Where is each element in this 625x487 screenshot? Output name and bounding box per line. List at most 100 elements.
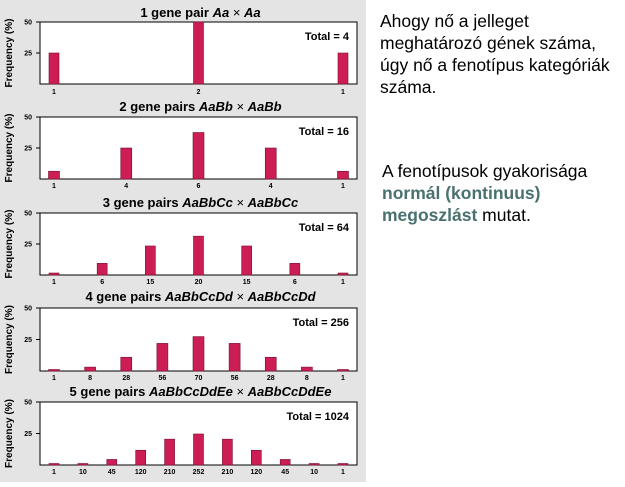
bar	[337, 170, 349, 180]
cross-left: AaBbCcDd	[164, 289, 234, 304]
chart-panel-4: 4 gene pairs AaBbCcDd × AaBbCcDd Total = …	[4, 289, 358, 382]
bar	[192, 132, 205, 180]
chart-title: 1 gene pair Aa × Aa	[140, 5, 260, 20]
bar	[96, 263, 108, 276]
bar	[337, 272, 349, 276]
x-tick-label: 6	[293, 279, 297, 286]
bar	[241, 245, 252, 276]
bar	[48, 463, 60, 466]
chart-panel-2: 2 gene pairs AaBb × AaBb Total = 16 Freque…	[4, 99, 358, 190]
chart-panel-5: 5 gene pairs AaBbCcDdEe × AaBbCcDdEe Tota…	[4, 384, 358, 476]
chart-title: 2 gene pairs AaBb × AaBb	[119, 99, 281, 114]
x-tick-label: 45	[108, 469, 116, 476]
cross-left: AaBb	[198, 99, 233, 114]
total-label: Total = 1024	[287, 411, 350, 423]
x-tick-label: 15	[243, 279, 251, 286]
total-label: Total = 64	[299, 222, 350, 234]
y-axis-label: Frequency (%)	[4, 399, 15, 468]
bar	[289, 263, 301, 276]
bar	[120, 356, 133, 372]
bar	[279, 459, 291, 466]
bar	[156, 343, 169, 372]
cross-symbol: ×	[229, 5, 244, 20]
x-tick-label: 1	[341, 89, 345, 96]
bar	[120, 147, 133, 180]
x-tick-label: 56	[158, 375, 166, 382]
text-block-2-before: A fenotípusok gyakorisága	[382, 161, 588, 181]
bar	[193, 235, 204, 276]
chart-title: 3 gene pairs AaBbCc × AaBbCc	[103, 195, 299, 210]
x-tick-label: 1	[52, 89, 56, 96]
bar	[77, 463, 89, 466]
cross-left: Aa	[212, 5, 230, 20]
bar-charts-svg: 1 gene pair Aa × Aa Total = 4 Frequency (%…	[0, 0, 366, 482]
bar	[192, 336, 205, 372]
bar	[222, 438, 233, 466]
x-tick-label: 6	[100, 279, 104, 286]
bar	[193, 433, 204, 466]
cross-right: AaBbCcDdEe	[247, 384, 332, 399]
cross-right: AaBbCcDd	[247, 289, 317, 304]
y-tick-label: 25	[24, 146, 32, 153]
bar	[106, 459, 118, 466]
cross-right: AaBb	[247, 99, 282, 114]
bar	[48, 369, 60, 372]
y-tick-label: 50	[24, 306, 32, 313]
cross-symbol: ×	[233, 384, 248, 399]
bar	[48, 170, 60, 180]
x-tick-label: 210	[164, 469, 176, 476]
cross-right: AaBbCc	[247, 195, 299, 210]
chart-title: 5 gene pairs AaBbCcDdEe × AaBbCcDdEe	[70, 384, 332, 399]
bar	[164, 438, 175, 466]
bar	[48, 52, 60, 85]
y-tick-label: 25	[24, 431, 32, 438]
cross-symbol: ×	[233, 195, 248, 210]
bar	[48, 272, 60, 276]
x-tick-label: 210	[222, 469, 234, 476]
y-axis-label: Frequency (%)	[4, 305, 15, 374]
y-axis-label: Frequency (%)	[4, 210, 15, 279]
y-axis-label: Frequency (%)	[4, 114, 15, 183]
bar	[135, 449, 146, 466]
x-tick-label: 1	[52, 279, 56, 286]
chart-panel-1: 1 gene pair Aa × Aa Total = 4 Frequency (%…	[4, 5, 358, 96]
x-tick-label: 1	[52, 183, 56, 190]
bar	[264, 147, 277, 180]
y-axis-label: Frequency (%)	[4, 19, 15, 88]
bar	[337, 369, 349, 372]
genetics-figure: 1 gene pair Aa × Aa Total = 4 Frequency (%…	[0, 0, 366, 482]
title-prefix: 3 gene pairs	[103, 195, 182, 210]
cross-symbol: ×	[233, 99, 248, 114]
x-tick-label: 1	[341, 469, 345, 476]
x-tick-label: 1	[52, 375, 56, 382]
x-tick-label: 1	[341, 279, 345, 286]
bar	[145, 245, 156, 276]
x-tick-label: 45	[281, 469, 289, 476]
x-tick-label: 8	[88, 375, 92, 382]
x-tick-label: 10	[310, 469, 318, 476]
bar	[308, 463, 320, 466]
bar	[228, 343, 241, 372]
total-label: Total = 16	[299, 126, 349, 138]
title-prefix: 5 gene pairs	[70, 384, 149, 399]
y-tick-label: 50	[24, 20, 32, 27]
x-tick-label: 28	[122, 375, 130, 382]
x-tick-label: 120	[135, 469, 147, 476]
x-tick-label: 252	[193, 469, 205, 476]
bar	[264, 356, 277, 372]
bar	[251, 449, 262, 466]
x-tick-label: 4	[124, 183, 128, 190]
title-prefix: 1 gene pair	[140, 5, 212, 20]
x-tick-label: 2	[197, 89, 201, 96]
x-tick-label: 56	[231, 375, 239, 382]
text-block-2-emphasis: normál (kontinuus) megoszlást	[382, 183, 541, 225]
x-tick-label: 1	[52, 469, 56, 476]
bar	[193, 21, 204, 85]
x-tick-label: 8	[305, 375, 309, 382]
bar	[301, 366, 313, 372]
bar	[337, 463, 349, 466]
total-label: Total = 256	[293, 317, 349, 329]
x-tick-label: 20	[195, 279, 203, 286]
x-tick-label: 6	[197, 183, 201, 190]
